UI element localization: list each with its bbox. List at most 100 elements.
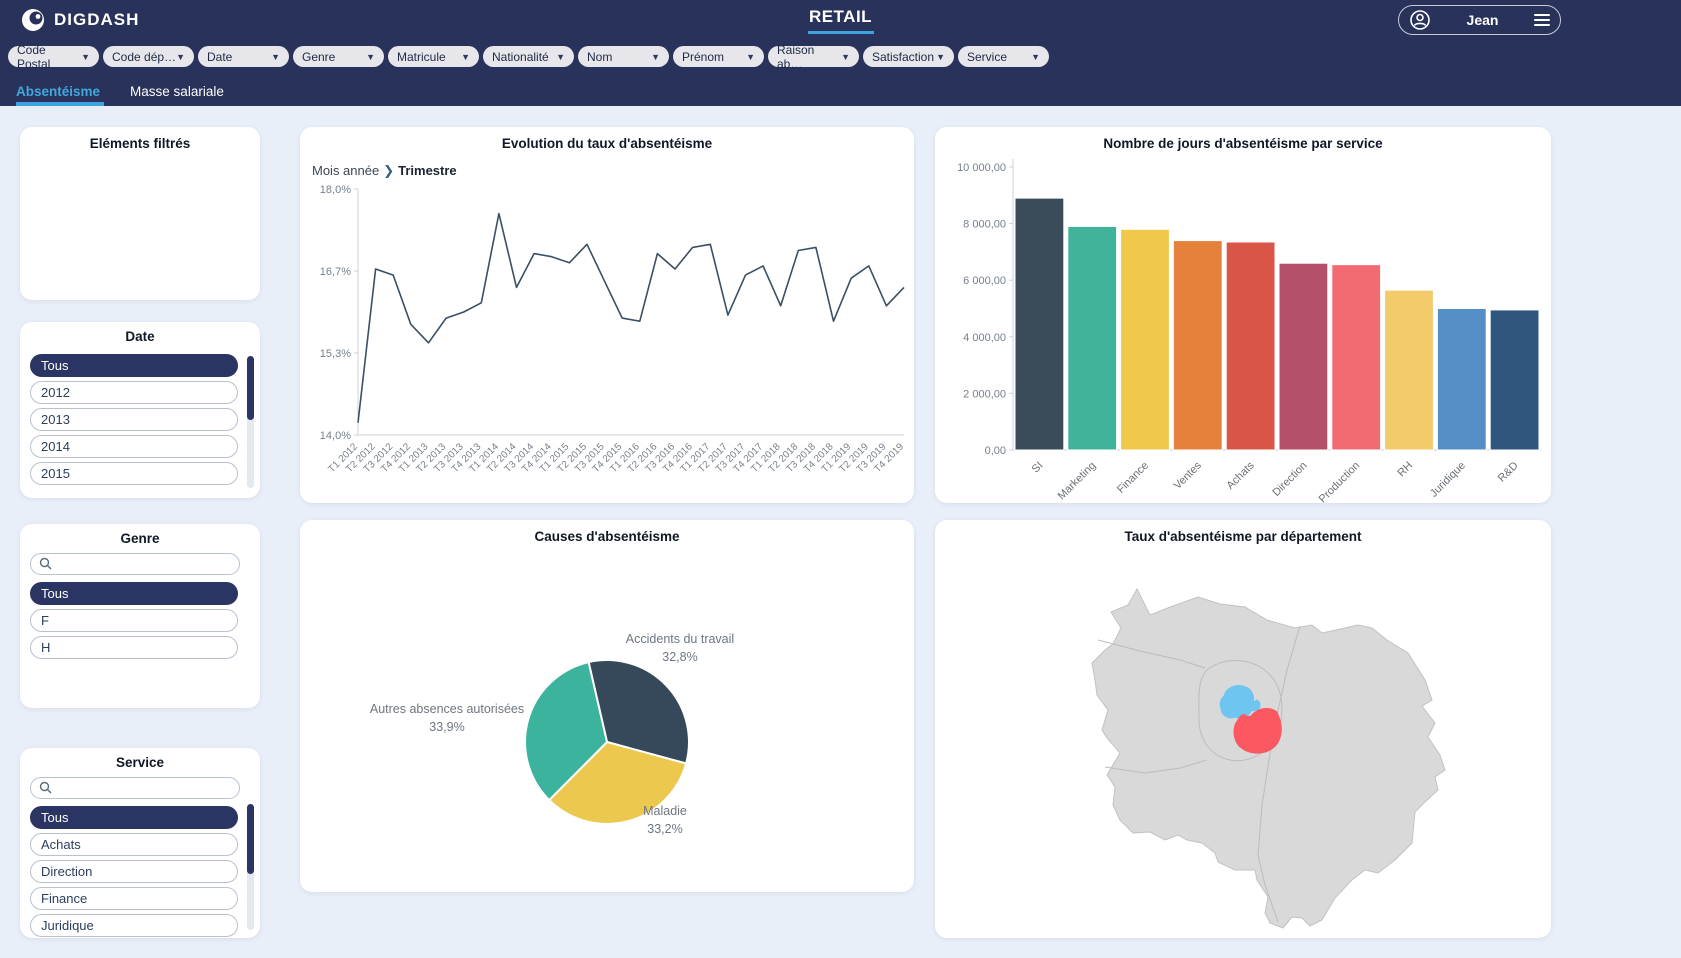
filter-pill-4[interactable]: Matricule ▼ <box>388 46 479 67</box>
service-search-input[interactable] <box>57 779 231 797</box>
filter-pill-label: Raison ab… <box>777 42 815 71</box>
chart-title: Causes d'absentéisme <box>534 529 680 544</box>
filter-pill-7[interactable]: Prénom ▼ <box>673 46 764 67</box>
bar-r&d[interactable] <box>1489 309 1540 451</box>
filter-pill-9[interactable]: Satisfaction ▼ <box>863 46 954 67</box>
bar-marketing[interactable] <box>1067 225 1118 451</box>
bar-ventes[interactable] <box>1172 240 1223 451</box>
bar-rh[interactable] <box>1384 289 1434 451</box>
scrollbar-thumb[interactable] <box>247 804 254 874</box>
bar-si[interactable] <box>1014 197 1065 451</box>
filter-pill-label: Code Postal <box>17 42 51 71</box>
list-item-h[interactable]: H <box>30 636 238 659</box>
scrollbar-thumb[interactable] <box>247 356 254 420</box>
bar-direction[interactable] <box>1278 262 1329 451</box>
filter-pill-5[interactable]: Nationalité ▼ <box>483 46 574 67</box>
tab-absenteisme[interactable]: Absentéisme <box>16 83 101 99</box>
brand-logo[interactable]: DIGDASH <box>20 7 139 33</box>
chevron-down-icon: ▼ <box>1031 51 1040 62</box>
chevron-down-icon: ▼ <box>461 51 470 62</box>
svg-text:Finance: Finance <box>1115 460 1151 496</box>
list-item-f[interactable]: F <box>30 609 238 632</box>
user-menu[interactable]: Jean <box>1398 5 1561 35</box>
filter-pill-label: Satisfaction <box>872 49 935 64</box>
pie-slice-accidents-du-travail[interactable] <box>587 659 690 765</box>
bar-juridique[interactable] <box>1436 308 1487 451</box>
search-icon <box>39 557 52 570</box>
list-item-finance[interactable]: Finance <box>30 887 238 910</box>
svg-text:0,00: 0,00 <box>985 445 1006 457</box>
list-item-2013[interactable]: 2013 <box>30 408 238 431</box>
list-item-tous[interactable]: Tous <box>30 806 238 829</box>
filtered-elements-panel: Eléments filtrés <box>20 127 260 300</box>
svg-text:8 000,00: 8 000,00 <box>963 219 1006 231</box>
list-item-direction[interactable]: Direction <box>30 860 238 883</box>
chevron-down-icon: ▼ <box>81 51 90 62</box>
digdash-logo-icon <box>22 9 44 31</box>
breadcrumb-level-1[interactable]: Mois année <box>312 163 380 178</box>
brand-name: DIGDASH <box>54 10 140 29</box>
user-name: Jean <box>1466 12 1499 28</box>
dept-red[interactable] <box>1233 708 1282 754</box>
list-item-2012[interactable]: 2012 <box>30 381 238 404</box>
filter-pill-1[interactable]: Code dép… ▼ <box>103 46 194 67</box>
chevron-down-icon: ▼ <box>936 51 945 62</box>
svg-text:16,7%: 16,7% <box>320 266 351 278</box>
dept-blue[interactable] <box>1219 685 1261 719</box>
pie-chart[interactable] <box>300 520 914 892</box>
svg-text:6 000,00: 6 000,00 <box>963 275 1006 287</box>
hamburger-menu-icon[interactable] <box>1533 14 1550 26</box>
chart-title: Evolution du taux d'absentéisme <box>501 136 713 151</box>
service-search <box>30 777 240 799</box>
panel-title: Date <box>125 329 155 344</box>
filter-pill-0[interactable]: Code Postal ▼ <box>8 43 99 71</box>
list-item-2014[interactable]: 2014 <box>30 435 238 458</box>
list-item-tous[interactable]: Tous <box>30 354 238 377</box>
pie-slice-autres-absences-autorisées[interactable] <box>524 661 608 802</box>
bar-chart[interactable]: 10 000,00 8 000,00 6 000,00 4 000,00 2 000,0… <box>935 127 1551 503</box>
svg-text:Achats: Achats <box>1224 459 1257 492</box>
svg-text:18,0%: 18,0% <box>320 184 351 196</box>
region-map[interactable] <box>935 520 1551 938</box>
chart-title: Taux d'absentéisme par département <box>1124 529 1362 544</box>
list-item-tous[interactable]: Tous <box>30 582 238 605</box>
filter-pill-label: Matricule <box>397 49 446 64</box>
filter-pill-label: Nationalité <box>492 49 549 64</box>
pie-slice-maladie[interactable] <box>548 741 688 825</box>
svg-text:Production: Production <box>1317 460 1363 503</box>
pie-label-autres: Autres absences autorisées 33,9% <box>369 702 525 735</box>
svg-text:Juridique: Juridique <box>1428 460 1468 500</box>
filter-pill-label: Genre <box>302 49 336 64</box>
drilldown-breadcrumb[interactable]: Mois année ❯ Trimestre <box>312 163 457 179</box>
list-item-achats[interactable]: Achats <box>30 833 238 856</box>
list-item-2015[interactable]: 2015 <box>30 462 238 485</box>
genre-search-input[interactable] <box>57 555 231 573</box>
filter-pill-3[interactable]: Genre ▼ <box>293 46 384 67</box>
pie-label-maladie: Maladie 33,2% <box>643 804 687 837</box>
list-item-juridique[interactable]: Juridique <box>30 914 238 937</box>
region-outline[interactable] <box>1091 587 1446 929</box>
service-filter-panel: Service Tous Achats Direction Finance Juridi… <box>20 748 260 938</box>
filter-pill-10[interactable]: Service ▼ <box>958 46 1049 67</box>
bar-production[interactable] <box>1331 264 1382 451</box>
svg-text:R&D: R&D <box>1496 460 1521 485</box>
svg-text:Direction: Direction <box>1270 460 1309 499</box>
filter-pill-2[interactable]: Date ▼ <box>198 46 289 67</box>
breadcrumb-level-2: Trimestre <box>398 163 457 178</box>
chevron-down-icon: ▼ <box>841 51 850 62</box>
tab-bar: Absentéisme Masse salariale <box>16 76 224 106</box>
user-icon <box>1410 10 1430 30</box>
svg-text:15,3%: 15,3% <box>320 348 351 360</box>
chevron-down-icon: ▼ <box>556 51 565 62</box>
scrollbar-track[interactable] <box>247 356 254 488</box>
filter-pill-8[interactable]: Raison ab… ▼ <box>768 43 859 71</box>
bar-achats[interactable] <box>1225 241 1276 451</box>
pie-label-accidents: Accidents du travail 32,8% <box>625 632 735 665</box>
bar-finance[interactable] <box>1120 228 1170 451</box>
date-filter-panel: Date Tous 2012 2013 2014 2015 <box>20 322 260 498</box>
svg-text:Marketing: Marketing <box>1056 460 1099 503</box>
tab-masse-salariale[interactable]: Masse salariale <box>130 83 224 99</box>
filter-pill-6[interactable]: Nom ▼ <box>578 46 669 67</box>
